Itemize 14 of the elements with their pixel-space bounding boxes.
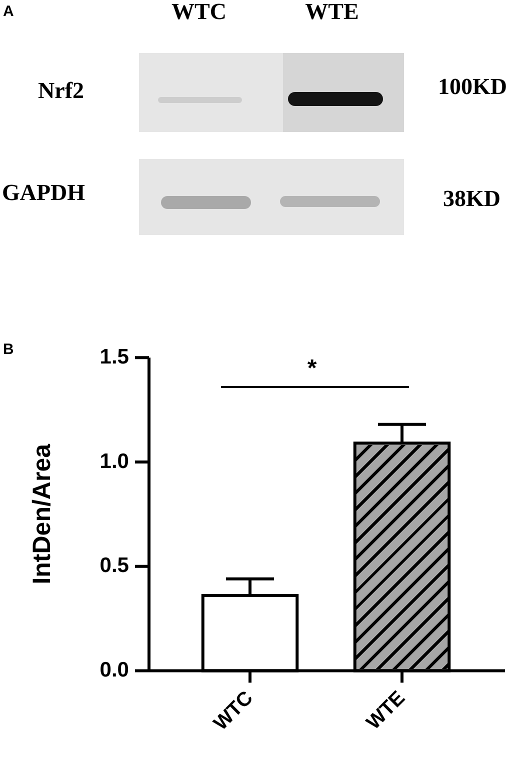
y-tick-label: 0.5 xyxy=(100,554,130,578)
text: 38KD xyxy=(443,186,500,211)
text: Nrf2 xyxy=(38,78,84,103)
y-tick-label: 1.5 xyxy=(100,345,130,368)
text: GAPDH xyxy=(2,180,86,205)
y-axis-title: IntDen/Area xyxy=(28,442,56,584)
annotation: * xyxy=(307,355,317,382)
text: A xyxy=(3,3,14,20)
y-tick-label: 0.0 xyxy=(100,658,129,682)
text: WTE xyxy=(305,0,359,24)
y-tick-label: 1.0 xyxy=(100,450,129,473)
text: 100KD xyxy=(438,74,507,99)
text: WTC xyxy=(172,0,226,24)
text: B xyxy=(3,341,14,358)
